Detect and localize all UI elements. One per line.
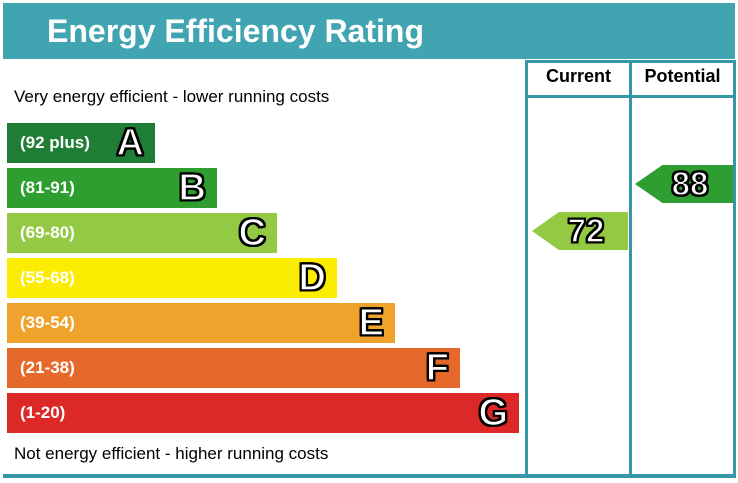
band-b-range: (81-91): [20, 178, 75, 197]
potential-rating-arrow: 88: [635, 165, 733, 203]
band-e-letter: E: [358, 302, 385, 344]
current-rating-value: 72: [567, 212, 605, 250]
band-f: (21-38) F: [7, 347, 460, 389]
band-e: (39-54) E: [7, 302, 395, 344]
band-g-letter: G: [478, 392, 509, 434]
band-e-range: (39-54): [20, 313, 75, 332]
potential-column-left-border: [629, 60, 632, 478]
band-d: (55-68) D: [7, 257, 337, 299]
caption-top: Very energy efficient - lower running co…: [14, 87, 330, 106]
chart-title: Energy Efficiency Rating: [47, 13, 424, 49]
chart-title-bar: Energy Efficiency Rating: [3, 3, 735, 59]
band-a-range: (92 plus): [20, 133, 90, 152]
potential-rating-value: 88: [671, 165, 709, 203]
current-rating-arrow: 72: [532, 212, 628, 250]
band-b: (81-91) B: [7, 167, 217, 209]
current-column-left-border: [525, 60, 528, 478]
band-a: (92 plus) A: [7, 122, 155, 164]
current-column-header: Current: [545, 66, 611, 86]
band-g: (1-20) G: [7, 392, 519, 434]
caption-bottom: Not energy efficient - higher running co…: [14, 444, 329, 463]
band-d-range: (55-68): [20, 268, 75, 287]
band-d-letter: D: [298, 257, 327, 299]
band-c-range: (69-80): [20, 223, 75, 242]
band-f-range: (21-38): [20, 358, 75, 377]
band-g-range: (1-20): [20, 403, 66, 422]
bottom-border-line: [3, 474, 736, 478]
potential-column-header: Potential: [644, 66, 721, 86]
band-f-letter: F: [425, 347, 450, 389]
band-a-letter: A: [116, 122, 145, 164]
band-c: (69-80) C: [7, 212, 277, 254]
band-c-letter: C: [238, 212, 267, 254]
potential-column-right-border: [733, 60, 736, 478]
band-b-letter: B: [178, 167, 207, 209]
